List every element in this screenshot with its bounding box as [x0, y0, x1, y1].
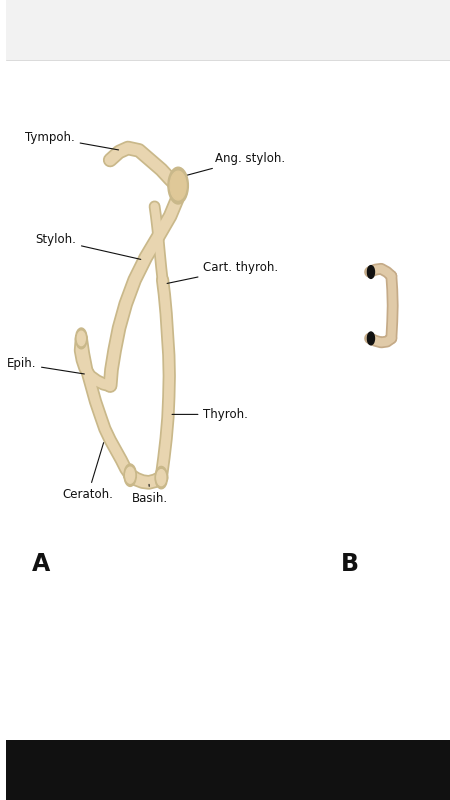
Circle shape	[126, 467, 135, 483]
Text: Cart. thyroh.: Cart. thyroh.	[167, 262, 279, 283]
Circle shape	[157, 470, 166, 486]
Text: Epih.: Epih.	[6, 358, 84, 374]
Circle shape	[77, 331, 86, 346]
Text: Tympoh.: Tympoh.	[25, 131, 118, 150]
Circle shape	[170, 171, 186, 200]
Circle shape	[155, 466, 167, 489]
Circle shape	[367, 266, 374, 278]
Bar	[6, 740, 450, 800]
Circle shape	[367, 332, 374, 345]
Text: Styloh.: Styloh.	[35, 234, 141, 259]
Text: Ceratoh.: Ceratoh.	[63, 442, 113, 501]
Text: A: A	[32, 552, 50, 576]
Text: B: B	[341, 552, 359, 576]
Text: (17) (PDF) The A...        researchgate.net: (17) (PDF) The A... researchgate.net	[147, 25, 309, 34]
Text: Basih.: Basih.	[132, 484, 168, 505]
Bar	[6, 0, 450, 60]
Text: Thyroh.: Thyroh.	[172, 408, 248, 421]
Circle shape	[124, 464, 136, 486]
Circle shape	[168, 167, 189, 204]
Text: Ang. styloh.: Ang. styloh.	[181, 152, 285, 177]
Circle shape	[76, 328, 87, 349]
